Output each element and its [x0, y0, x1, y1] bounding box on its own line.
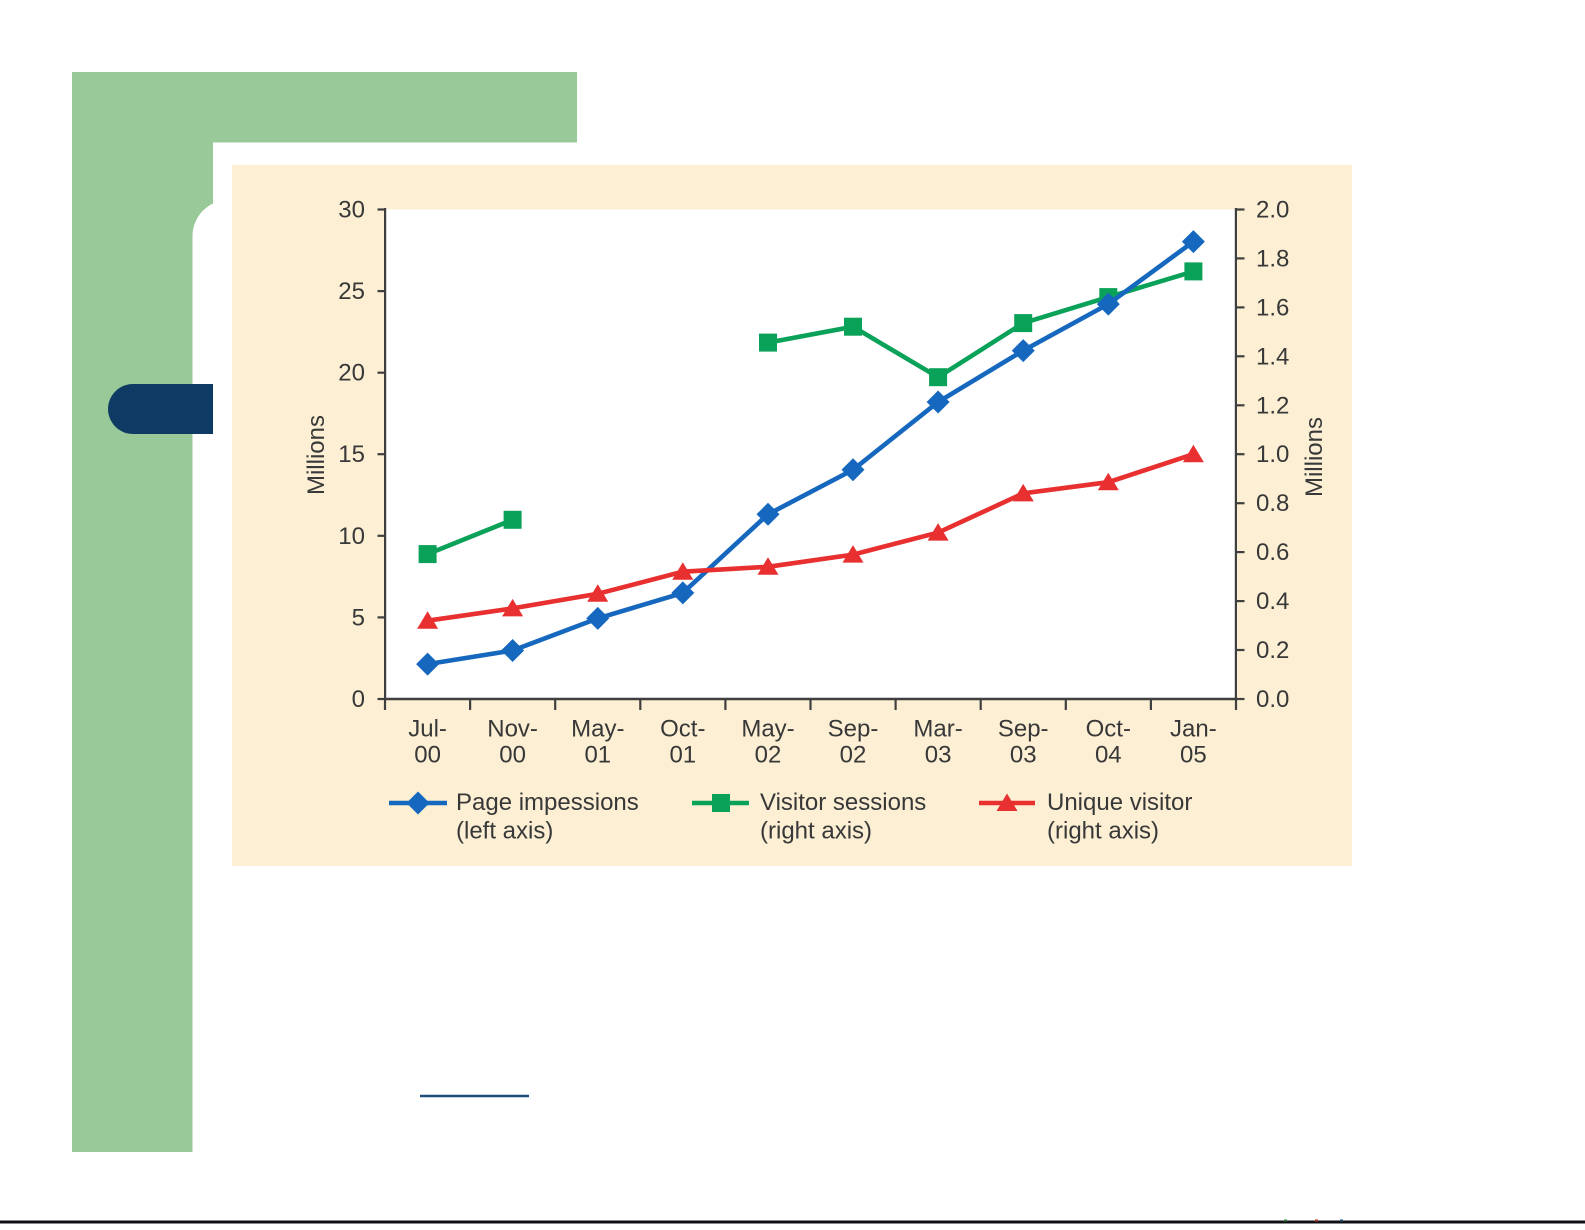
- svg-text:01: 01: [669, 742, 696, 769]
- svg-text:00: 00: [499, 742, 526, 769]
- svg-text:Oct-: Oct-: [1086, 716, 1131, 743]
- svg-text:Nov-: Nov-: [487, 716, 538, 743]
- svg-text:0.8: 0.8: [1256, 490, 1289, 517]
- svg-text:Mar-: Mar-: [913, 716, 962, 743]
- svg-text:Unique visitor: Unique visitor: [1047, 789, 1192, 816]
- svg-text:(right axis): (right axis): [1047, 818, 1159, 845]
- svg-text:0.2: 0.2: [1256, 637, 1289, 664]
- svg-text:Page impessions: Page impessions: [456, 789, 639, 816]
- svg-text:1.4: 1.4: [1256, 343, 1289, 370]
- svg-text:0: 0: [352, 686, 365, 713]
- svg-text:(right axis): (right axis): [760, 818, 872, 845]
- svg-text:May-: May-: [571, 716, 624, 743]
- svg-text:05: 05: [1180, 742, 1207, 769]
- svg-text:0.0: 0.0: [1256, 686, 1289, 713]
- svg-text:(left axis): (left axis): [456, 818, 553, 845]
- svg-text:02: 02: [840, 742, 867, 769]
- svg-text:1.2: 1.2: [1256, 392, 1289, 419]
- svg-text:Jul-: Jul-: [408, 716, 447, 743]
- svg-text:Millions: Millions: [1301, 417, 1328, 497]
- svg-text:10: 10: [338, 523, 365, 550]
- svg-text:00: 00: [414, 742, 441, 769]
- svg-text:Sep-: Sep-: [828, 716, 879, 743]
- svg-text:5: 5: [352, 604, 365, 631]
- svg-text:Jan-: Jan-: [1170, 716, 1217, 743]
- svg-text:2.0: 2.0: [1256, 197, 1289, 224]
- svg-text:25: 25: [338, 278, 365, 305]
- svg-text:15: 15: [338, 441, 365, 468]
- svg-text:0.4: 0.4: [1256, 588, 1289, 615]
- svg-text:03: 03: [925, 742, 952, 769]
- svg-text:0.6: 0.6: [1256, 539, 1289, 566]
- svg-text:01: 01: [584, 742, 611, 769]
- svg-text:Visitor sessions: Visitor sessions: [760, 789, 926, 816]
- svg-text:20: 20: [338, 360, 365, 387]
- svg-text:04: 04: [1095, 742, 1122, 769]
- svg-text:Millions: Millions: [303, 415, 330, 495]
- svg-text:May-: May-: [741, 716, 794, 743]
- svg-text:1.6: 1.6: [1256, 294, 1289, 321]
- svg-text:03: 03: [1010, 742, 1037, 769]
- svg-text:Sep-: Sep-: [998, 716, 1049, 743]
- svg-text:1.0: 1.0: [1256, 441, 1289, 468]
- svg-text:02: 02: [755, 742, 782, 769]
- svg-text:30: 30: [338, 197, 365, 224]
- svg-text:Oct-: Oct-: [660, 716, 705, 743]
- svg-text:1.8: 1.8: [1256, 245, 1289, 272]
